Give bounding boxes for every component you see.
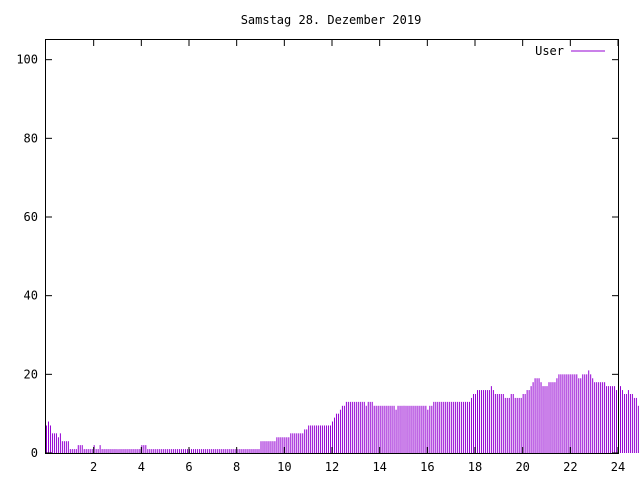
x-tick-label: 14 [372, 460, 386, 474]
x-tick-label: 20 [515, 460, 529, 474]
x-tick-label: 22 [563, 460, 577, 474]
y-tick-label: 100 [16, 53, 38, 67]
x-tick-label: 18 [468, 460, 482, 474]
y-tick-label: 20 [24, 367, 38, 381]
y-tick-label: 60 [24, 210, 38, 224]
plot-frame [45, 39, 619, 454]
y-tick-label: 0 [31, 446, 38, 460]
legend-label-user: User [535, 44, 564, 58]
legend: User [535, 44, 605, 58]
x-tick-label: 2 [90, 460, 97, 474]
x-axis: 2 4 6 8 10 12 14 16 18 20 22 24 [90, 40, 625, 474]
x-tick-label: 8 [233, 460, 240, 474]
bar-series-user [46, 370, 639, 453]
chart-title: Samstag 28. Dezember 2019 [241, 13, 422, 27]
x-tick-label: 6 [185, 460, 192, 474]
y-tick-label: 80 [24, 131, 38, 145]
x-tick-label: 24 [611, 460, 625, 474]
y-tick-label: 40 [24, 289, 38, 303]
x-tick-label: 12 [325, 460, 339, 474]
x-tick-label: 10 [277, 460, 291, 474]
x-tick-label: 4 [138, 460, 145, 474]
y-axis: 0 20 40 60 80 100 [16, 53, 618, 460]
x-tick-label: 16 [420, 460, 434, 474]
